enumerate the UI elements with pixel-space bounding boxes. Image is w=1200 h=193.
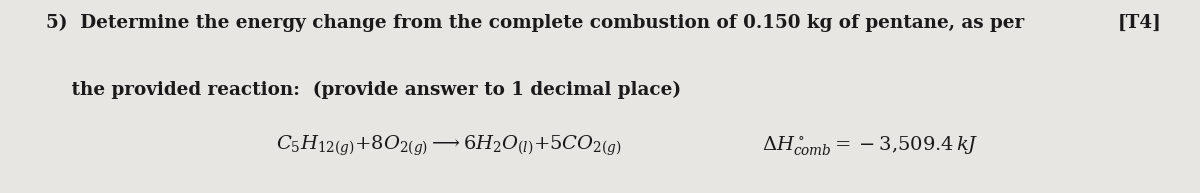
Text: the provided reaction:  (provide answer to 1 decimal place): the provided reaction: (provide answer t… (46, 81, 680, 99)
Text: 5)  Determine the energy change from the complete combustion of 0.150 kg of pent: 5) Determine the energy change from the … (46, 14, 1024, 32)
Text: $C_5H_{12(g)}$$ + 8O_{2(g)}$$ \longrightarrow $$ 6H_2O_{(l)}$$ + 5CO_{2(g)}$: $C_5H_{12(g)}$$ + 8O_{2(g)}$$ \longright… (276, 134, 622, 158)
Text: [T4]: [T4] (1118, 14, 1162, 31)
Text: $\Delta H^\circ_{comb} = -3{,}509.4\,kJ$: $\Delta H^\circ_{comb} = -3{,}509.4\,kJ$ (762, 135, 979, 158)
